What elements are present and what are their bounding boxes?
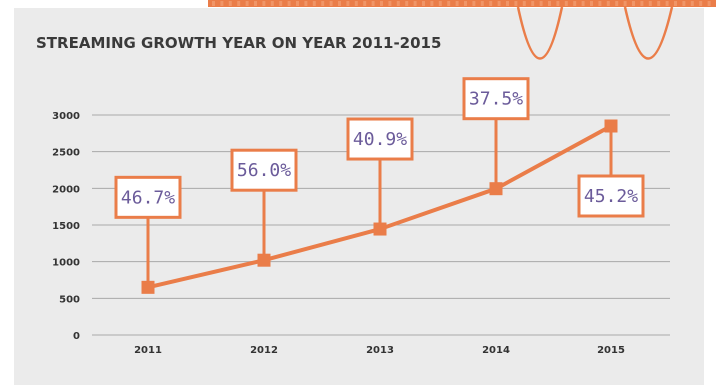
decorative-band-stripe	[480, 1, 484, 6]
decorative-band-stripe	[270, 1, 274, 6]
decorative-band-stripe	[430, 1, 434, 6]
decorative-band-stripe	[371, 1, 375, 6]
decorative-band-stripe	[287, 1, 291, 6]
decorative-header-banner	[208, 0, 716, 60]
decorative-band-stripe	[438, 1, 442, 6]
data-point-marker	[373, 222, 387, 236]
y-tick-label: 1500	[52, 221, 80, 232]
decorative-band-stripe	[690, 1, 694, 6]
decorative-band-stripe	[590, 1, 593, 6]
decorative-band-stripe	[321, 1, 325, 6]
decorative-band-stripe	[548, 1, 551, 6]
y-tick-label: 2500	[52, 148, 80, 159]
decorative-band-stripe	[707, 1, 711, 6]
y-tick-label: 2000	[52, 184, 80, 195]
decorative-band-stripe	[228, 1, 232, 6]
data-label-box	[114, 175, 182, 219]
decorative-band-stripe	[254, 1, 257, 6]
x-tick-label: 2013	[366, 345, 394, 356]
data-point-marker	[604, 119, 618, 133]
decorative-band-stripe	[556, 1, 560, 6]
decorative-band-stripe	[304, 1, 308, 6]
y-tick-label: 1000	[52, 258, 80, 269]
data-point-marker	[489, 182, 503, 196]
decorative-curve	[516, 6, 564, 60]
data-label: 40.9%	[353, 129, 407, 150]
y-tick-label: 500	[59, 294, 80, 305]
y-tick-label: 0	[73, 331, 80, 342]
decorative-band-stripe	[380, 1, 383, 6]
decorative-band-stripe	[606, 1, 610, 6]
decorative-band-stripe	[262, 1, 266, 6]
decorative-band-stripe	[296, 1, 299, 6]
decorative-band-stripe	[640, 1, 644, 6]
data-label-box	[346, 117, 414, 161]
decorative-band-stripe	[329, 1, 333, 6]
decorative-band-stripe	[674, 1, 677, 6]
decorative-band-stripe	[447, 1, 451, 6]
decorative-band-stripe	[665, 1, 669, 6]
data-label: 37.5%	[469, 89, 523, 110]
y-tick-label: 3000	[52, 111, 80, 122]
decorative-band-stripe	[506, 1, 509, 6]
decorative-band-stripe	[464, 1, 467, 6]
decorative-band-stripe	[405, 1, 409, 6]
chart-title: STREAMING GROWTH YEAR ON YEAR 2011-2015	[36, 34, 441, 52]
x-tick-label: 2015	[597, 345, 625, 356]
decorative-band-stripe	[245, 1, 249, 6]
decorative-band-stripe	[598, 1, 602, 6]
data-label-box	[577, 174, 645, 218]
decorative-band-stripe	[220, 1, 224, 6]
x-axis-ticks: 2011 2012 2013 2014 2015	[134, 345, 625, 356]
decorative-band-stripe	[388, 1, 392, 6]
decorative-band-stripe	[338, 1, 341, 6]
decorative-band-stripe	[346, 1, 350, 6]
data-point-marker	[257, 253, 271, 267]
decorative-band-stripe	[455, 1, 459, 6]
decorative-band-stripe	[363, 1, 367, 6]
decorative-band-stripe	[279, 1, 283, 6]
decorative-band-stripe	[564, 1, 568, 6]
x-tick-label: 2012	[250, 345, 278, 356]
decorative-band-stripe	[615, 1, 619, 6]
data-label-box	[462, 77, 530, 121]
decorative-band-stripe	[212, 1, 215, 6]
decorative-band-stripe	[581, 1, 585, 6]
decorative-band-stripe	[632, 1, 635, 6]
decorative-band-stripe	[573, 1, 577, 6]
decorative-band	[208, 0, 716, 7]
decorative-band-stripe	[699, 1, 703, 6]
decorative-band-stripe	[413, 1, 417, 6]
series-line-group	[141, 119, 618, 294]
decorative-band-stripe	[237, 1, 241, 6]
x-tick-label: 2011	[134, 345, 162, 356]
decorative-band-stripe	[682, 1, 686, 6]
x-tick-label: 2014	[482, 345, 510, 356]
decorative-band-stripe	[312, 1, 316, 6]
data-label-group: 46.7% 56.0% 40.9% 37.5% 45.2%	[114, 77, 645, 282]
decorative-band-stripe	[531, 1, 535, 6]
decorative-band-stripe	[472, 1, 476, 6]
decorative-band-stripe	[489, 1, 493, 6]
decorative-band-stripe	[354, 1, 358, 6]
data-label: 56.0%	[237, 160, 291, 181]
data-label: 45.2%	[584, 186, 638, 207]
decorative-band-stripe	[522, 1, 526, 6]
decorative-band-stripe	[497, 1, 501, 6]
decorative-band-stripe	[657, 1, 661, 6]
decorative-band-stripe	[396, 1, 400, 6]
decorative-band-stripe	[648, 1, 652, 6]
decorative-curve	[623, 6, 674, 60]
decorative-band-stripe	[623, 1, 627, 6]
y-axis-ticks: 3000 2500 2000 1500 1000 500 0	[52, 111, 80, 342]
decorative-band-stripe	[539, 1, 543, 6]
data-label: 46.7%	[121, 187, 175, 208]
data-point-marker	[141, 280, 155, 294]
decorative-band-stripe	[422, 1, 425, 6]
data-label-box	[230, 148, 298, 192]
decorative-band-stripe	[514, 1, 518, 6]
